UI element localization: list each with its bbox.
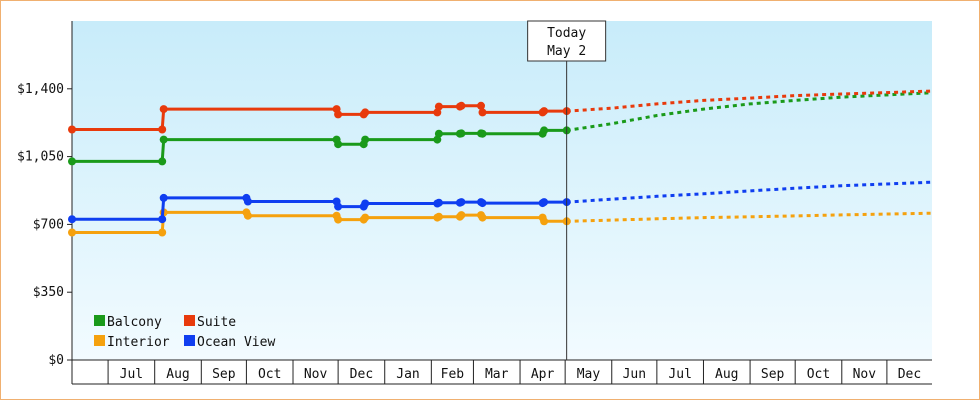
- suite-data-point: [457, 101, 466, 110]
- ocean-view-data-point: [457, 198, 466, 207]
- suite-data-point: [478, 108, 487, 117]
- legend-swatch-suite: [184, 315, 195, 326]
- x-tick-label: Nov: [304, 367, 328, 382]
- x-tick-label: Dec: [898, 367, 921, 382]
- x-tick-label: Jul: [668, 367, 691, 382]
- x-tick-label: Nov: [853, 367, 877, 382]
- x-tick-label: Oct: [258, 367, 281, 382]
- balcony-data-point: [434, 129, 443, 138]
- x-axis: Jul Aug Sep Oct Nov Dec Jan Feb Mar Apr May Jun Jul A…: [71, 359, 932, 385]
- y-axis: $0 $350 $700 $1,050 $1,400: [17, 21, 73, 368]
- suite-data-point: [159, 105, 168, 114]
- ocean-view-data-point: [334, 202, 343, 211]
- balcony-data-point: [540, 126, 549, 135]
- x-tick-label: Oct: [807, 367, 830, 382]
- legend-label-interior: Interior: [107, 335, 170, 350]
- y-tick-label: $0: [48, 353, 64, 368]
- ocean-view-data-point: [243, 197, 252, 206]
- x-tick-label: Apr: [531, 367, 555, 382]
- balcony-data-point: [68, 157, 76, 166]
- balcony-data-point: [159, 135, 168, 144]
- ocean-view-data-point: [540, 198, 549, 207]
- ocean-view-forecast-line: [566, 180, 933, 204]
- suite-data-point: [434, 102, 443, 111]
- suite-data-point: [540, 107, 549, 116]
- y-tick-label: $1,050: [17, 150, 64, 165]
- suite-data-point: [477, 101, 485, 110]
- ocean-view-data-point: [434, 198, 443, 207]
- interior-data-point: [434, 212, 443, 221]
- x-tick-label: Aug: [166, 367, 189, 382]
- legend-swatch-ocean-view: [184, 335, 195, 346]
- balcony-data-point: [457, 129, 466, 138]
- legend: Balcony Suite Interior Ocean View: [94, 315, 275, 350]
- y-tick-label: $350: [33, 285, 64, 300]
- legend-label-balcony: Balcony: [107, 315, 162, 330]
- legend-swatch-interior: [94, 335, 105, 346]
- suite-data-point: [68, 125, 76, 134]
- interior-data-point: [478, 213, 487, 222]
- ocean-view-history-line: [70, 196, 569, 221]
- y-tick-label: $1,400: [17, 82, 64, 97]
- balcony-data-point: [158, 157, 167, 166]
- ocean-view-data-point: [159, 193, 168, 202]
- suite-data-point: [361, 108, 370, 117]
- suite-data-point: [334, 110, 343, 119]
- legend-swatch-balcony: [94, 315, 105, 326]
- today-callout-box: [527, 20, 607, 62]
- ocean-view-data-point: [68, 215, 76, 224]
- suite-data-point: [158, 125, 167, 134]
- y-tick-label: $700: [33, 217, 64, 232]
- x-tick-label: Dec: [350, 367, 373, 382]
- series-lines: [68, 89, 933, 237]
- interior-data-point: [457, 211, 466, 220]
- interior-data-point: [361, 213, 370, 222]
- interior-forecast-line: [566, 211, 933, 223]
- today-date: May 2: [547, 44, 586, 59]
- ocean-view-data-point: [478, 199, 487, 208]
- x-tick-label: Jun: [623, 367, 646, 382]
- x-tick-label: Mar: [485, 367, 509, 382]
- today-label: Today: [547, 26, 586, 41]
- x-tick-label: May: [577, 367, 601, 382]
- legend-label-ocean-view: Ocean View: [197, 335, 275, 350]
- x-tick-label: Jul: [120, 367, 143, 382]
- balcony-data-point: [334, 140, 343, 149]
- balcony-forecast-line: [566, 91, 933, 132]
- balcony-data-point: [478, 129, 487, 138]
- interior-history-line: [70, 210, 569, 234]
- interior-data-point: [334, 215, 343, 224]
- ocean-view-data-point: [158, 215, 167, 224]
- today-marker: Today May 2: [527, 20, 607, 360]
- x-tick-label: Jan: [396, 367, 419, 382]
- balcony-data-point: [361, 135, 370, 144]
- x-tick-label: Sep: [212, 367, 236, 382]
- ocean-view-data-point: [361, 199, 370, 208]
- interior-data-point: [68, 228, 76, 237]
- interior-data-point: [243, 211, 252, 220]
- interior-data-point: [540, 217, 549, 226]
- x-tick-label: Aug: [715, 367, 738, 382]
- plot-area: [72, 21, 932, 360]
- x-tick-label: Sep: [761, 367, 785, 382]
- suite-forecast-line: [566, 89, 933, 113]
- legend-label-suite: Suite: [197, 315, 236, 330]
- x-tick-label: Feb: [441, 367, 465, 382]
- interior-data-point: [158, 228, 167, 237]
